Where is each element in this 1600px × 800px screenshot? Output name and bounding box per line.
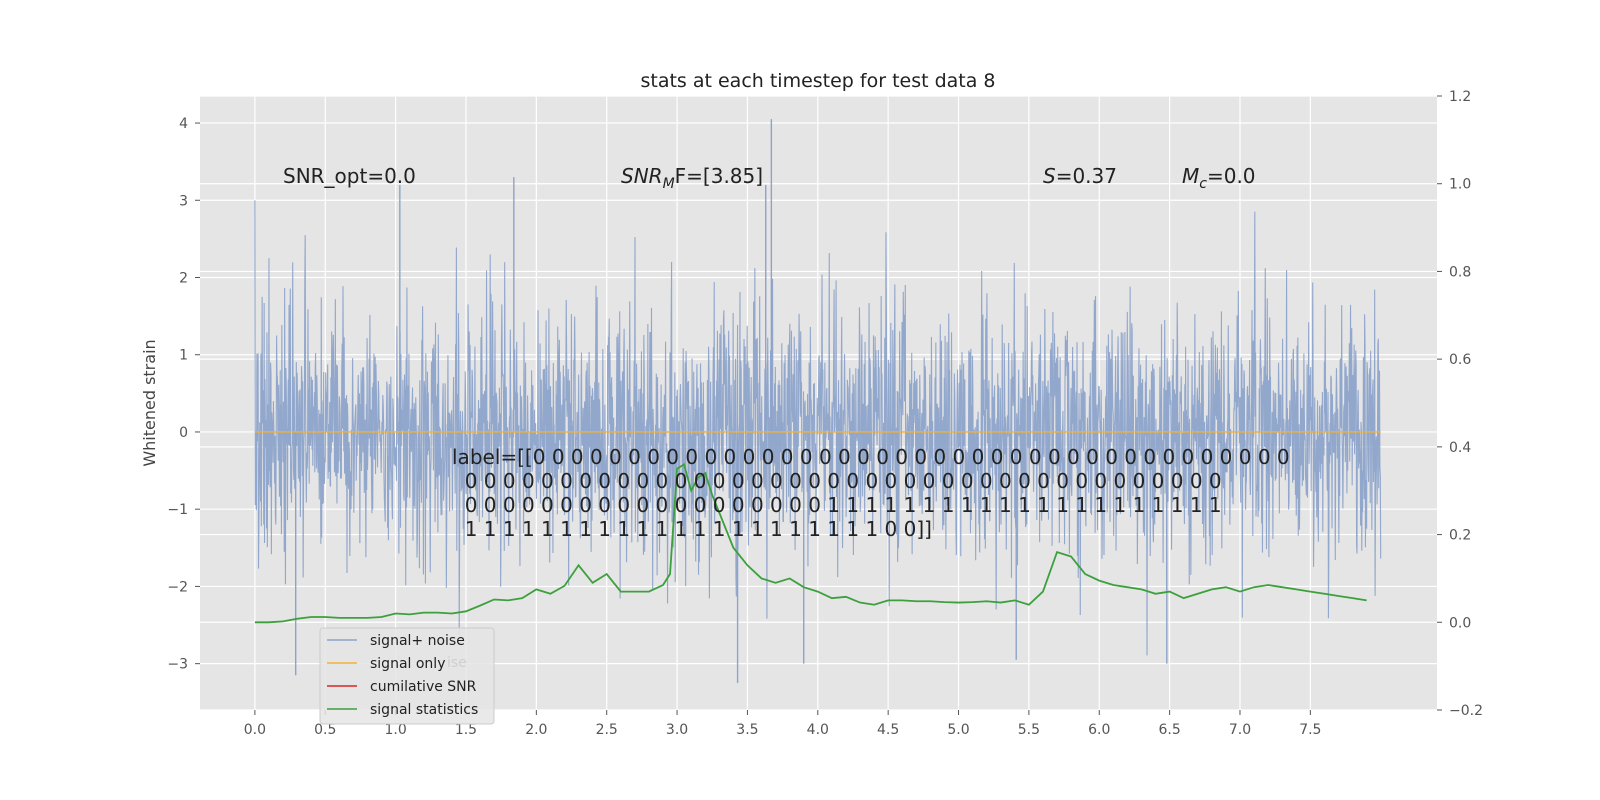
legend-label-signal-only: signal only: [370, 656, 445, 672]
label-line-2: 0 0 0 0 0 0 0 0 0 0 0 0 0 0 0 0 0 0 0 0 …: [452, 469, 1222, 493]
legend-label-signal-statistics: signal statistics: [370, 702, 478, 718]
y2-tick-label: 1.0: [1449, 177, 1471, 193]
x-tick-label: 1.5: [455, 722, 477, 738]
y2-tick-label: 0.6: [1449, 352, 1471, 368]
x-tick-label: 0.5: [314, 722, 336, 738]
x-tick-label: 5.5: [1018, 722, 1040, 738]
chart-title: stats at each timestep for test data 8: [640, 70, 995, 92]
legend-label-cumilative-snr: cumilative SNR: [370, 679, 477, 695]
x-tick-label: 1.0: [384, 722, 406, 738]
x-tick-label: 7.5: [1299, 722, 1321, 738]
y-tick-label: 3: [179, 193, 188, 209]
snr-mf-rest: F=[3.85]: [675, 164, 763, 188]
signal-noise-line: [254, 200, 1382, 656]
y-axis-label: Whitened strain: [140, 339, 159, 466]
label-line-4: 1 1 1 1 1 1 1 1 1 1 1 1 1 1 1 1 1 1 1 1 …: [452, 517, 932, 541]
mc-main: M: [1182, 164, 1199, 188]
x-tick-label: 3.5: [736, 722, 758, 738]
y-tick-label: −2: [167, 579, 188, 595]
y2-tick-label: 1.2: [1449, 89, 1471, 105]
signal-statistics-line: [254, 462, 1367, 624]
mc-sub: c: [1199, 176, 1207, 192]
annotation-snr-opt: SNR_opt=0.0: [283, 164, 416, 188]
y-tick-label: 0: [179, 425, 188, 441]
legend-ghost-text: ise: [447, 655, 467, 671]
ticks-layer: 0.0 0.5 1.0 1.5 2.0 2.5 3.0 3.5 4.0 4.5 5.0 5.5 6.0 6…: [167, 89, 1483, 738]
x-tick-label: 2.5: [596, 722, 618, 738]
snr-mf-main: SNR: [621, 164, 663, 188]
x-tick-label: 5.0: [947, 722, 969, 738]
y-tick-label: 1: [179, 348, 188, 364]
x-tick-label: 4.5: [877, 722, 899, 738]
x-tick-label: 0.0: [244, 722, 266, 738]
s-main: S: [1043, 164, 1056, 188]
snr-mf-sub: M: [663, 176, 675, 192]
x-tick-label: 7.0: [1229, 722, 1251, 738]
x-tick-label: 3.0: [666, 722, 688, 738]
s-rest: =0.37: [1056, 164, 1117, 188]
y-tick-label: −1: [167, 502, 188, 518]
annotation-snr-mf: SNRMF=[3.85]: [621, 164, 763, 192]
y2-tick-label: 0.4: [1449, 440, 1471, 456]
signal-noise-series: [254, 119, 1382, 683]
y2-tick-label: 0.8: [1449, 264, 1471, 280]
label-block: label=[[0 0 0 0 0 0 0 0 0 0 0 0 0 0 0 0 …: [452, 445, 1290, 541]
legend: ise signal+ noise signal only cumilative…: [319, 627, 495, 725]
y-tick-label: 2: [179, 270, 188, 286]
signal-statistics-series: [254, 462, 1367, 624]
y-tick-label: −3: [167, 657, 188, 673]
mc-rest: =0.0: [1207, 164, 1256, 188]
x-tick-label: 4.0: [807, 722, 829, 738]
label-line-1: label=[[0 0 0 0 0 0 0 0 0 0 0 0 0 0 0 0 …: [452, 445, 1290, 469]
legend-box: [319, 627, 495, 725]
y2-tick-label: 0.2: [1449, 528, 1471, 544]
legend-label-signal-noise: signal+ noise: [370, 633, 465, 649]
annotation-s: S=0.37: [1043, 164, 1117, 188]
annotation-mc: Mc=0.0: [1182, 164, 1256, 192]
y2-tick-label: 0.0: [1449, 615, 1471, 631]
y2-tick-label: −0.2: [1449, 703, 1483, 719]
x-tick-label: 6.5: [1158, 722, 1180, 738]
x-tick-label: 6.0: [1088, 722, 1110, 738]
x-tick-label: 2.0: [525, 722, 547, 738]
label-line-3: 0 0 0 0 0 0 0 0 0 0 0 0 0 0 0 0 0 0 0 1 …: [452, 493, 1222, 517]
y-tick-label: 4: [179, 116, 188, 132]
